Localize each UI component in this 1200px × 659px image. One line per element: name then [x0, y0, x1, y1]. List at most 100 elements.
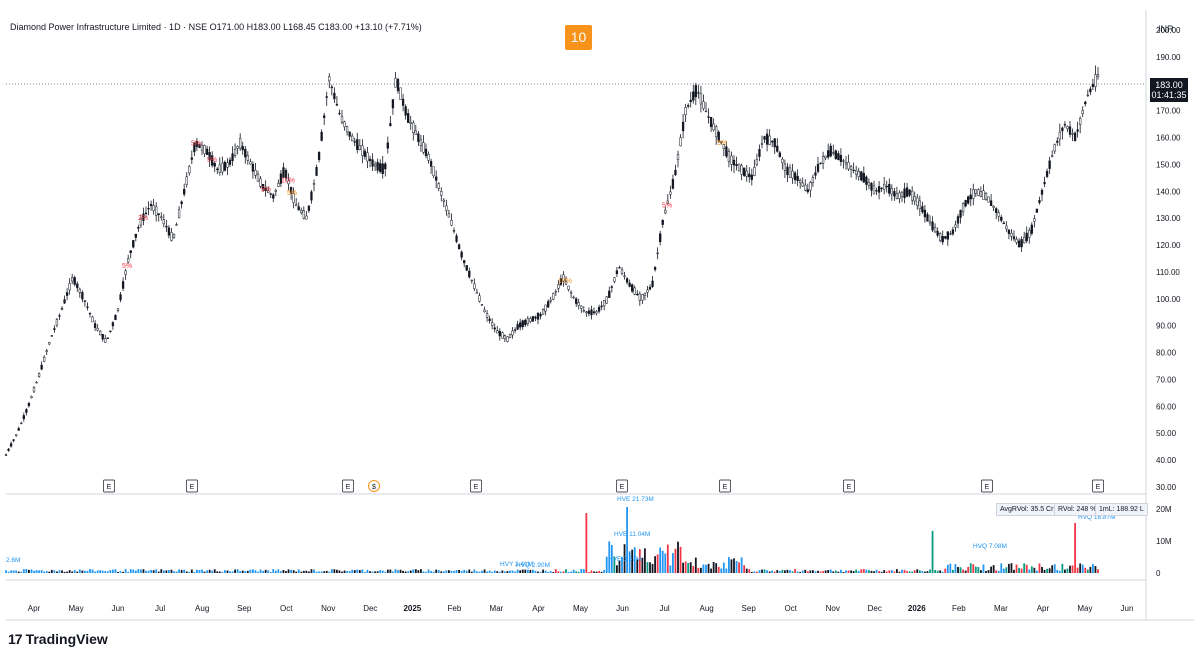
volume-bar: [201, 569, 203, 573]
volume-bar: [61, 570, 63, 573]
volume-bar: [552, 571, 555, 573]
volume-bar: [287, 569, 290, 573]
candle-body: [139, 217, 143, 226]
tradingview-logo[interactable]: 17 TradingView: [8, 631, 108, 647]
volume-bar: [56, 571, 58, 573]
volume-bar: [392, 571, 394, 573]
candle-body: [9, 443, 13, 447]
candle-body: [648, 286, 652, 290]
earnings-marker[interactable]: E: [1092, 479, 1104, 493]
candle-body: [875, 190, 878, 192]
volume-bar: [735, 561, 738, 573]
candle-body: [1048, 160, 1051, 169]
earnings-marker[interactable]: E: [981, 479, 993, 493]
volume-bar: [756, 571, 758, 573]
candle-body: [1000, 216, 1003, 221]
earnings-marker[interactable]: E: [719, 479, 731, 493]
candle-body: [333, 92, 336, 100]
candle-body: [83, 300, 87, 302]
candle-body: [954, 224, 957, 228]
volume-bar: [1094, 565, 1097, 573]
dividend-marker[interactable]: $: [368, 480, 380, 492]
volume-bar: [86, 570, 89, 573]
volume-bar: [537, 571, 539, 573]
candle-body: [1007, 229, 1011, 234]
volume-bar: [73, 570, 76, 573]
earnings-marker[interactable]: E: [342, 479, 354, 493]
price-tick-label: 100.00: [1156, 295, 1181, 304]
volume-bar: [282, 569, 285, 573]
candle-body: [43, 356, 46, 362]
candle-body: [832, 152, 835, 154]
earnings-marker[interactable]: E: [843, 479, 855, 493]
volume-bar: [486, 571, 488, 573]
alert-badge[interactable]: 10: [565, 25, 592, 50]
candle-body: [396, 79, 400, 92]
candle-body: [127, 258, 130, 263]
candle-body: [267, 190, 270, 193]
candle-body: [149, 204, 153, 207]
volume-bar: [328, 571, 331, 573]
candle-body: [111, 322, 115, 327]
volume-bar: [593, 571, 595, 573]
brand-name: TradingView: [25, 631, 108, 647]
earnings-marker[interactable]: E: [616, 479, 628, 493]
volume-bar: [145, 570, 147, 573]
time-tick-label: Apr: [532, 604, 545, 613]
candle-body: [824, 155, 827, 159]
volume-bar: [514, 571, 516, 573]
candle-body: [911, 190, 914, 201]
volume-bar: [1038, 563, 1041, 573]
percent-label: 5%: [191, 140, 201, 147]
volume-bar: [1066, 568, 1069, 573]
volume-bar: [840, 569, 842, 573]
candle-body: [699, 93, 703, 105]
candle-body: [694, 85, 697, 98]
earnings-label: E: [346, 484, 351, 491]
volume-bar: [203, 571, 206, 573]
candle-body: [605, 296, 608, 304]
volume-bar: [554, 569, 557, 573]
candle-body: [114, 314, 117, 321]
earnings-icon: [719, 479, 731, 493]
candle-body: [170, 232, 173, 241]
candle-body: [422, 142, 425, 153]
volume-bar: [308, 571, 310, 573]
volume-bar: [1081, 564, 1084, 573]
earnings-label: E: [620, 484, 625, 491]
volume-bar: [501, 570, 504, 573]
volume-bar: [407, 571, 410, 573]
volume-bar: [710, 568, 712, 573]
volume-bar: [399, 569, 402, 573]
volume-bar: [903, 569, 906, 573]
candle-body: [483, 309, 486, 312]
candle-body: [511, 330, 514, 336]
event-markers[interactable]: E E E $ E E E E E E: [103, 479, 1104, 493]
currency-label[interactable]: INR: [1158, 24, 1174, 34]
volume-bar: [112, 569, 114, 573]
candle-body: [236, 146, 239, 149]
volume-bar: [567, 571, 570, 573]
candle-body: [666, 200, 669, 204]
time-axis[interactable]: Apr May Jun Jul Aug Sep Oct Nov Dec 2025 Feb Mar Apr…: [28, 604, 1134, 613]
price-tick-label: 50.00: [1156, 429, 1177, 438]
volume-bar: [239, 570, 242, 573]
earnings-marker[interactable]: E: [186, 479, 198, 493]
candle-body: [213, 162, 216, 167]
volume-tick-label: 10M: [1156, 537, 1172, 546]
volume-bar: [264, 569, 267, 573]
candle-body: [256, 173, 260, 182]
candle-body: [793, 172, 797, 181]
earnings-marker[interactable]: E: [470, 479, 482, 493]
candle-body: [1063, 124, 1067, 126]
candle-body: [172, 234, 176, 238]
candle-body: [890, 188, 893, 195]
symbol-header[interactable]: Diamond Power Infrastructure Limited · 1…: [10, 22, 422, 32]
volume-bar: [476, 571, 478, 573]
candle-body: [65, 292, 69, 296]
earnings-marker[interactable]: E: [103, 479, 115, 493]
volume-bar: [84, 570, 86, 573]
volume-bar: [358, 570, 361, 573]
volume-bar: [957, 567, 959, 573]
